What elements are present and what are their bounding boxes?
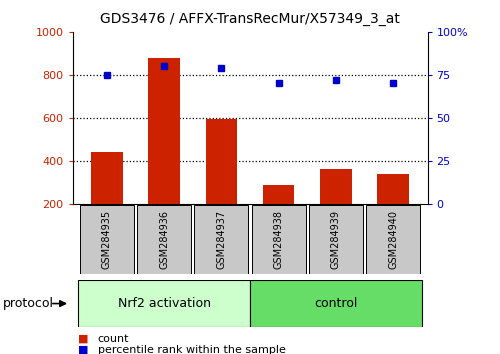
Text: GSM284939: GSM284939 [331, 210, 341, 269]
Text: GSM284936: GSM284936 [159, 210, 169, 269]
Text: protocol: protocol [2, 297, 54, 310]
Text: GSM284940: GSM284940 [388, 210, 398, 269]
Bar [320, 169, 352, 204]
Bar [137, 205, 191, 274]
Text: percentile rank within the sample: percentile rank within the sample [98, 345, 286, 354]
Text: ■: ■ [78, 345, 88, 354]
Bar [80, 205, 134, 274]
Bar [309, 205, 363, 274]
Text: GDS3476 / AFFX-TransRecMur/X57349_3_at: GDS3476 / AFFX-TransRecMur/X57349_3_at [100, 12, 400, 27]
Text: control: control [314, 297, 358, 310]
Text: count: count [98, 334, 129, 344]
Bar [91, 152, 122, 204]
Text: GSM284935: GSM284935 [102, 210, 112, 269]
Bar [252, 205, 306, 274]
Text: Nrf2 activation: Nrf2 activation [118, 297, 210, 310]
Text: GSM284937: GSM284937 [216, 210, 226, 269]
Bar [366, 205, 420, 274]
Bar [78, 280, 250, 327]
Text: ■: ■ [78, 334, 88, 344]
Bar [378, 173, 409, 204]
Bar [206, 119, 237, 204]
Bar [194, 205, 248, 274]
Bar [263, 185, 294, 204]
Bar [250, 280, 422, 327]
Bar [148, 58, 180, 204]
Text: GSM284938: GSM284938 [274, 210, 283, 269]
